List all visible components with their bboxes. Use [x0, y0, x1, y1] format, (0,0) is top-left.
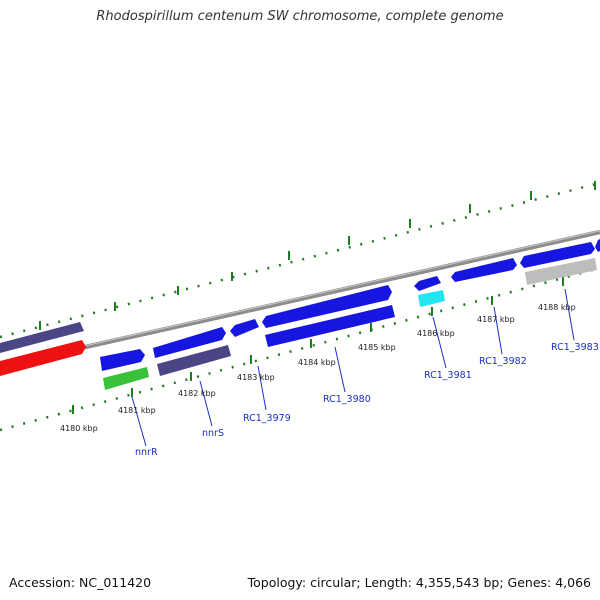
gene-label-rc1-3979[interactable]: RC1_3979: [243, 413, 291, 424]
gene-feature[interactable]: [100, 349, 145, 371]
kbp-label: 4187 kbp: [477, 315, 515, 324]
gene-leader-line: [564, 288, 575, 341]
gene-leader-line: [199, 380, 213, 427]
reverse-strand-genes: [0, 258, 597, 390]
gene-feature[interactable]: [0, 322, 84, 353]
gene-label-nnrS[interactable]: nnrS: [202, 428, 224, 439]
outer-tick-ring: [0, 181, 600, 339]
gene-feature[interactable]: [265, 305, 395, 347]
genome-summary-text: Topology: circular; Length: 4,355,543 bp…: [247, 575, 591, 590]
gene-feature[interactable]: [153, 327, 226, 358]
gene-leader-line: [257, 365, 267, 411]
gene-leader-line: [131, 396, 147, 447]
kbp-label: 4181 kbp: [118, 406, 156, 415]
gene-feature[interactable]: [262, 285, 392, 328]
gene-feature[interactable]: [451, 258, 517, 282]
kbp-label: 4188 kbp: [538, 303, 576, 312]
gene-label-nnrR[interactable]: nnrR: [135, 447, 158, 458]
map-title: Rhodospirillum centenum SW chromosome, c…: [96, 9, 504, 24]
accession-text: Accession: NC_011420: [9, 575, 152, 590]
kbp-label: 4182 kbp: [178, 389, 216, 398]
kbp-label: 4180 kbp: [60, 424, 98, 433]
gene-feature[interactable]: [230, 319, 259, 337]
gene-label-rc1-3982[interactable]: RC1_3982: [479, 356, 527, 367]
gene-label-rc1-3981[interactable]: RC1_3981: [424, 370, 472, 381]
gene-leader-line: [432, 316, 447, 369]
forward-strand-genes: [0, 239, 600, 371]
gene-label-rc1-3980[interactable]: RC1_3980: [323, 394, 371, 405]
gene-feature[interactable]: [0, 340, 86, 376]
gene-feature[interactable]: [525, 258, 597, 285]
gene-leader-line: [334, 346, 346, 393]
kbp-label: 4183 kbp: [237, 373, 275, 382]
inner-tick-ring: [0, 266, 600, 432]
kbp-label: 4185 kbp: [358, 343, 396, 352]
gene-feature[interactable]: [414, 276, 441, 291]
kbp-label: 4186 kbp: [417, 329, 455, 338]
gene-feature[interactable]: [103, 367, 149, 390]
kbp-label: 4184 kbp: [298, 358, 336, 367]
gene-label-rc1-3983[interactable]: RC1_3983: [551, 342, 599, 353]
gene-feature[interactable]: [418, 290, 445, 307]
gene-feature[interactable]: [157, 345, 231, 376]
gene-feature[interactable]: [520, 242, 595, 268]
chromosome-backbone: [0, 229, 600, 369]
gene-leader-line: [493, 306, 503, 355]
gene-feature[interactable]: [595, 239, 600, 252]
